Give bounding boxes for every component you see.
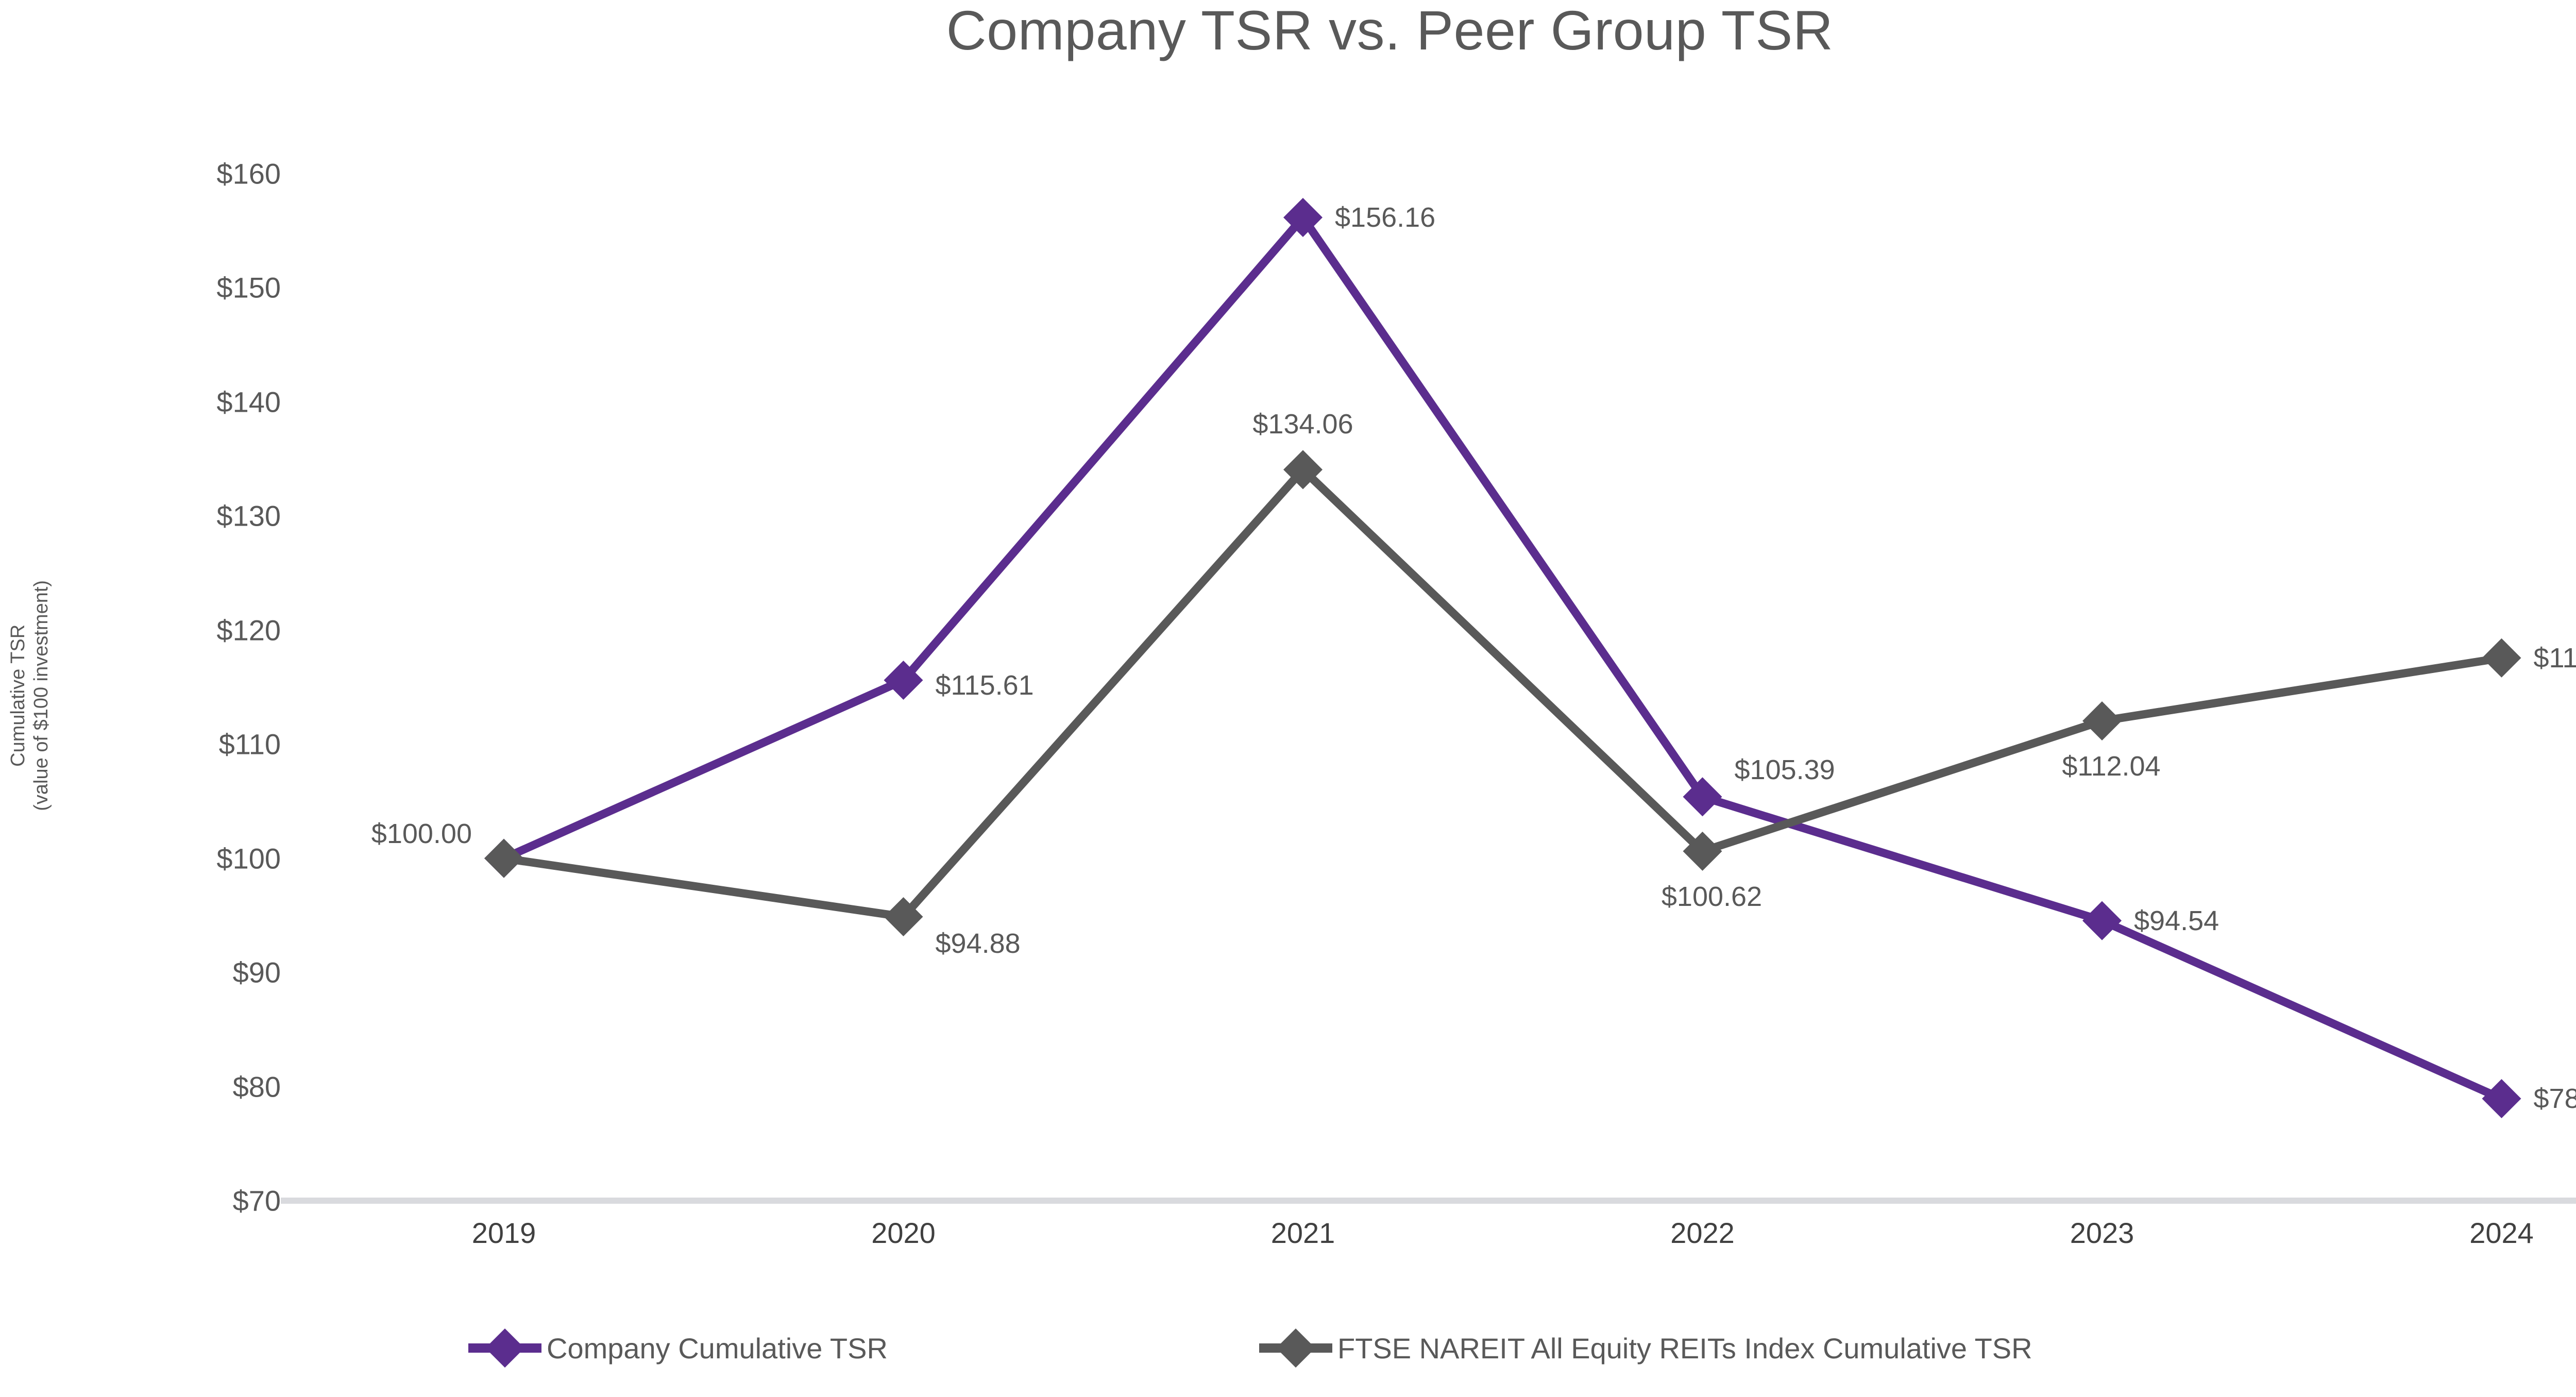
legend-item-label: Company Cumulative TSR (547, 1332, 888, 1365)
y-axis-tick-label: $120 (216, 614, 281, 647)
data-point-marker (2082, 901, 2122, 940)
legend-item[interactable]: Company Cumulative TSR (466, 1317, 888, 1379)
legend-marker-icon (1259, 1328, 1332, 1368)
data-point-label: $100.00 (371, 818, 472, 849)
data-point-marker (884, 897, 923, 937)
series-line (502, 210, 2503, 1103)
y-axis-tick-label: $100 (216, 842, 281, 875)
data-point-label: $117.56 (2533, 642, 2576, 674)
legend-item[interactable]: FTSE NAREIT All Equity REITs Index Cumul… (1257, 1317, 2032, 1379)
y-axis-tick-label: $110 (218, 728, 281, 761)
legend-item-label: FTSE NAREIT All Equity REITs Index Cumul… (1337, 1332, 2032, 1365)
y-axis-tick-label: $130 (216, 499, 281, 532)
data-point-marker (884, 660, 923, 700)
series-company (502, 210, 2503, 1103)
series-markers-index (484, 450, 2521, 937)
data-point-marker (1683, 831, 1722, 871)
data-point-label: $94.54 (2134, 905, 2219, 936)
y-axis-tick-label: $150 (216, 271, 281, 304)
data-point-label: $105.39 (1734, 754, 1835, 786)
data-point-marker (484, 838, 523, 878)
series-line (503, 463, 2502, 921)
data-point-label: $134.06 (1252, 409, 1353, 440)
chart-title: Company TSR vs. Peer Group TSR (946, 0, 1834, 61)
x-axis-tick-label: 2020 (871, 1217, 936, 1249)
data-point-label: $78.94 (2533, 1083, 2576, 1115)
chart-legend: Company Cumulative TSR FTSE NAREIT All Eq… (0, 1317, 2576, 1379)
y-axis-tick-label: $80 (232, 1070, 281, 1103)
data-point-marker (2482, 1079, 2521, 1119)
data-point-marker (2082, 701, 2122, 741)
data-point-label: $115.61 (935, 669, 1034, 701)
x-axis-tick-label: 2021 (1270, 1217, 1335, 1249)
data-point-label: $94.88 (935, 928, 1021, 960)
data-point-marker (1283, 450, 1323, 490)
x-axis-tick-label: 2019 (471, 1217, 536, 1249)
data-point-marker (2482, 638, 2521, 678)
y-axis-tick-label: $90 (232, 956, 281, 989)
series-index (503, 463, 2502, 921)
x-axis-tick-label: 2023 (2070, 1217, 2134, 1249)
data-point-label: $156.16 (1335, 202, 1436, 233)
y-axis-tick-label: $160 (216, 157, 281, 190)
data-point-label: $100.62 (1661, 881, 1762, 912)
x-axis-tick-label: 2022 (1670, 1217, 1735, 1249)
data-point-label: $112.04 (2062, 751, 2161, 782)
data-point-marker (1283, 198, 1323, 238)
y-axis-tick-label: $70 (232, 1184, 281, 1217)
data-point-marker (1683, 777, 1722, 817)
y-axis-tick-labels: $160 $150 $140 $130 $120 $110 $100 $90 $80 $70 (0, 0, 281, 1397)
legend-marker-icon (468, 1328, 541, 1368)
x-axis-tick-label: 2024 (2469, 1217, 2534, 1249)
y-axis-tick-label: $140 (216, 385, 281, 418)
